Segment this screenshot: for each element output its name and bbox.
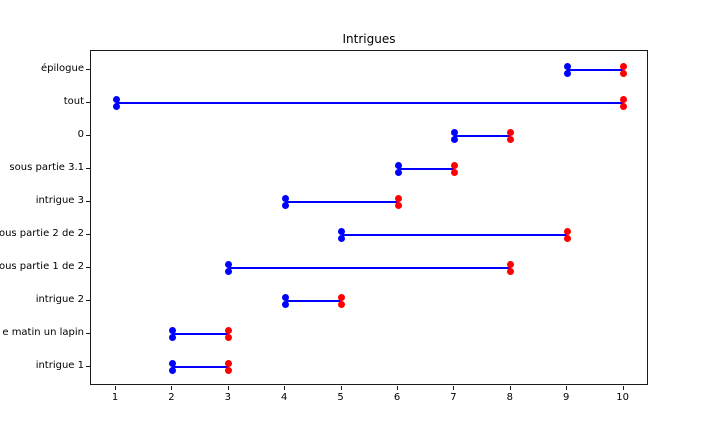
x-tick-mark <box>397 386 398 390</box>
task-end-marker <box>225 359 233 367</box>
y-tick-label: e matin un lapin <box>2 326 84 338</box>
task-end-marker <box>563 227 571 235</box>
task-line <box>172 332 229 335</box>
x-tick-mark <box>566 386 568 390</box>
y-tick-mark <box>86 168 90 170</box>
task-start-marker <box>168 359 176 367</box>
x-tick-mark <box>284 386 286 390</box>
task-start-marker <box>450 129 458 137</box>
y-tick-label: ous partie 1 de 2 <box>0 260 84 272</box>
y-tick-mark <box>86 102 90 104</box>
task-line <box>398 168 455 171</box>
task-start-marker <box>168 366 176 374</box>
y-tick-label: intrigue 3 <box>35 195 84 207</box>
task-line <box>454 135 511 138</box>
x-tick-label: 7 <box>450 392 457 403</box>
x-tick-mark <box>509 386 511 390</box>
task-start-marker <box>338 227 346 235</box>
task-start-marker <box>450 136 458 144</box>
x-tick-label: 8 <box>506 392 513 403</box>
y-tick-mark <box>86 233 90 235</box>
task-end-marker <box>450 162 458 170</box>
task-start-marker <box>225 267 233 275</box>
x-tick-label: 10 <box>616 392 629 403</box>
task-start-marker <box>168 333 176 341</box>
task-start-marker <box>338 234 346 242</box>
task-end-marker <box>507 129 515 137</box>
task-end-marker <box>338 300 346 308</box>
task-end-marker <box>620 70 628 78</box>
task-end-marker <box>620 96 628 104</box>
x-tick-label: 1 <box>111 392 119 403</box>
task-end-marker <box>338 293 346 301</box>
task-end-marker <box>394 195 402 203</box>
y-tick-mark <box>86 266 90 268</box>
y-tick-label: ous partie 2 de 2 <box>0 227 84 239</box>
task-start-marker <box>281 202 289 210</box>
task-end-marker <box>394 202 402 210</box>
task-line <box>116 102 624 105</box>
task-start-marker <box>281 300 289 308</box>
task-end-marker <box>507 260 515 268</box>
task-start-marker <box>225 260 233 268</box>
task-line <box>228 266 511 269</box>
task-start-marker <box>394 169 402 177</box>
y-tick-label: intrigue 1 <box>35 359 84 371</box>
x-tick-mark <box>340 386 342 390</box>
task-start-marker <box>394 162 402 170</box>
x-tick-mark <box>453 386 455 390</box>
y-tick-label: intrigue 2 <box>35 293 84 305</box>
y-tick-label: épilogue <box>40 63 84 75</box>
x-tick-label: 5 <box>337 392 344 403</box>
task-start-marker <box>112 103 120 111</box>
plot-area <box>90 50 648 385</box>
chart-title: Intrigues <box>342 32 396 46</box>
y-tick-mark <box>86 201 90 203</box>
x-tick-mark <box>171 386 173 390</box>
task-start-marker <box>563 63 571 71</box>
task-end-marker <box>225 366 233 374</box>
y-tick-mark <box>86 69 90 71</box>
task-start-marker <box>168 326 176 334</box>
task-line <box>172 365 229 368</box>
y-tick-label: sous partie 3.1 <box>9 162 84 174</box>
task-end-marker <box>563 234 571 242</box>
y-tick-mark <box>86 365 90 367</box>
x-tick-mark <box>227 386 229 390</box>
task-line <box>341 233 568 236</box>
task-start-marker <box>281 293 289 301</box>
x-tick-label: 4 <box>281 392 288 403</box>
task-start-marker <box>112 96 120 104</box>
x-tick-label: 2 <box>168 392 175 403</box>
task-end-marker <box>225 326 233 334</box>
task-line <box>285 201 398 204</box>
y-tick-mark <box>86 299 90 301</box>
x-tick-label: 3 <box>224 392 231 403</box>
task-line <box>567 69 624 72</box>
task-end-marker <box>507 267 515 275</box>
task-end-marker <box>620 103 628 111</box>
x-tick-mark <box>115 386 116 390</box>
task-end-marker <box>225 333 233 341</box>
task-start-marker <box>281 195 289 203</box>
task-end-marker <box>620 63 628 71</box>
y-tick-label: 0 <box>77 129 84 141</box>
task-end-marker <box>450 169 458 177</box>
task-end-marker <box>507 136 515 144</box>
task-line <box>285 299 342 302</box>
x-tick-label: 9 <box>563 392 570 403</box>
y-tick-label: tout <box>63 96 84 108</box>
y-tick-mark <box>86 332 90 334</box>
y-tick-mark <box>86 135 90 137</box>
x-tick-label: 6 <box>393 392 401 403</box>
x-tick-mark <box>622 386 624 390</box>
task-start-marker <box>563 70 571 78</box>
